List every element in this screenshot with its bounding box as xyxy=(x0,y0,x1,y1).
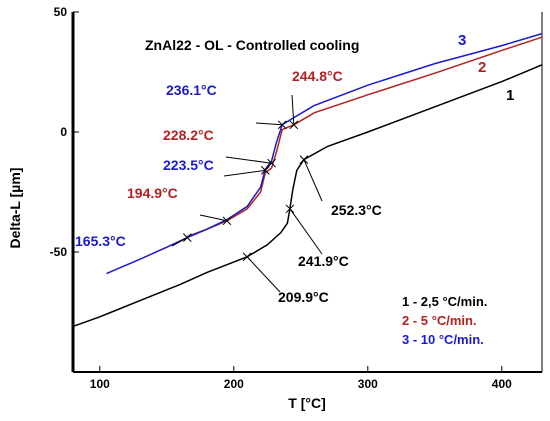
annotation-label: 244.8°C xyxy=(292,68,343,84)
series-number-label: 1 xyxy=(506,87,514,104)
legend: 1 - 2,5 °C/min. 2 - 5 °C/min. 3 - 10 °C/mi… xyxy=(402,294,487,347)
leader-line xyxy=(225,156,272,164)
leader-line xyxy=(255,122,283,126)
legend-item: 2 - 5 °C/min. xyxy=(402,313,477,328)
chart-title: ZnAl22 - OL - Controlled cooling xyxy=(145,37,359,53)
legend-item: 1 - 2,5 °C/min. xyxy=(402,294,487,309)
annotation-label: 223.5°C xyxy=(163,157,214,173)
x-tick-label: 300 xyxy=(358,377,378,391)
legend-item: 3 - 10 °C/min. xyxy=(402,332,484,347)
y-tick-label: 0 xyxy=(60,125,67,139)
annotation-label: 236.1°C xyxy=(166,82,217,98)
leader-line xyxy=(291,94,295,125)
y-tick-label: 50 xyxy=(54,5,68,19)
annotation-label: 194.9°C xyxy=(127,185,178,201)
x-tick-label: 400 xyxy=(492,377,512,391)
x-axis-label: T [°C] xyxy=(288,395,325,411)
leader-line xyxy=(246,256,281,293)
annotation-label: 252.3°C xyxy=(331,202,382,218)
leader-line xyxy=(171,237,188,247)
annotation-label: 241.9°C xyxy=(298,253,349,269)
series-number-label: 2 xyxy=(478,59,486,76)
leader-line xyxy=(223,169,266,177)
series-line-2 xyxy=(187,36,543,238)
annotation-label: 228.2°C xyxy=(163,127,214,143)
series-line-1 xyxy=(72,64,543,328)
annotation-label: 165.3°C xyxy=(75,233,126,249)
leader-line xyxy=(303,159,323,202)
leader-line xyxy=(289,208,323,255)
x-tick-label: 200 xyxy=(224,377,244,391)
annotation-label: 209.9°C xyxy=(278,289,329,305)
series-number-label: 3 xyxy=(458,32,466,49)
y-tick-label: -50 xyxy=(50,245,68,259)
leader-line xyxy=(199,214,228,222)
x-tick-label: 100 xyxy=(90,377,110,391)
y-axis-label: Delta-L [µm] xyxy=(7,168,23,249)
